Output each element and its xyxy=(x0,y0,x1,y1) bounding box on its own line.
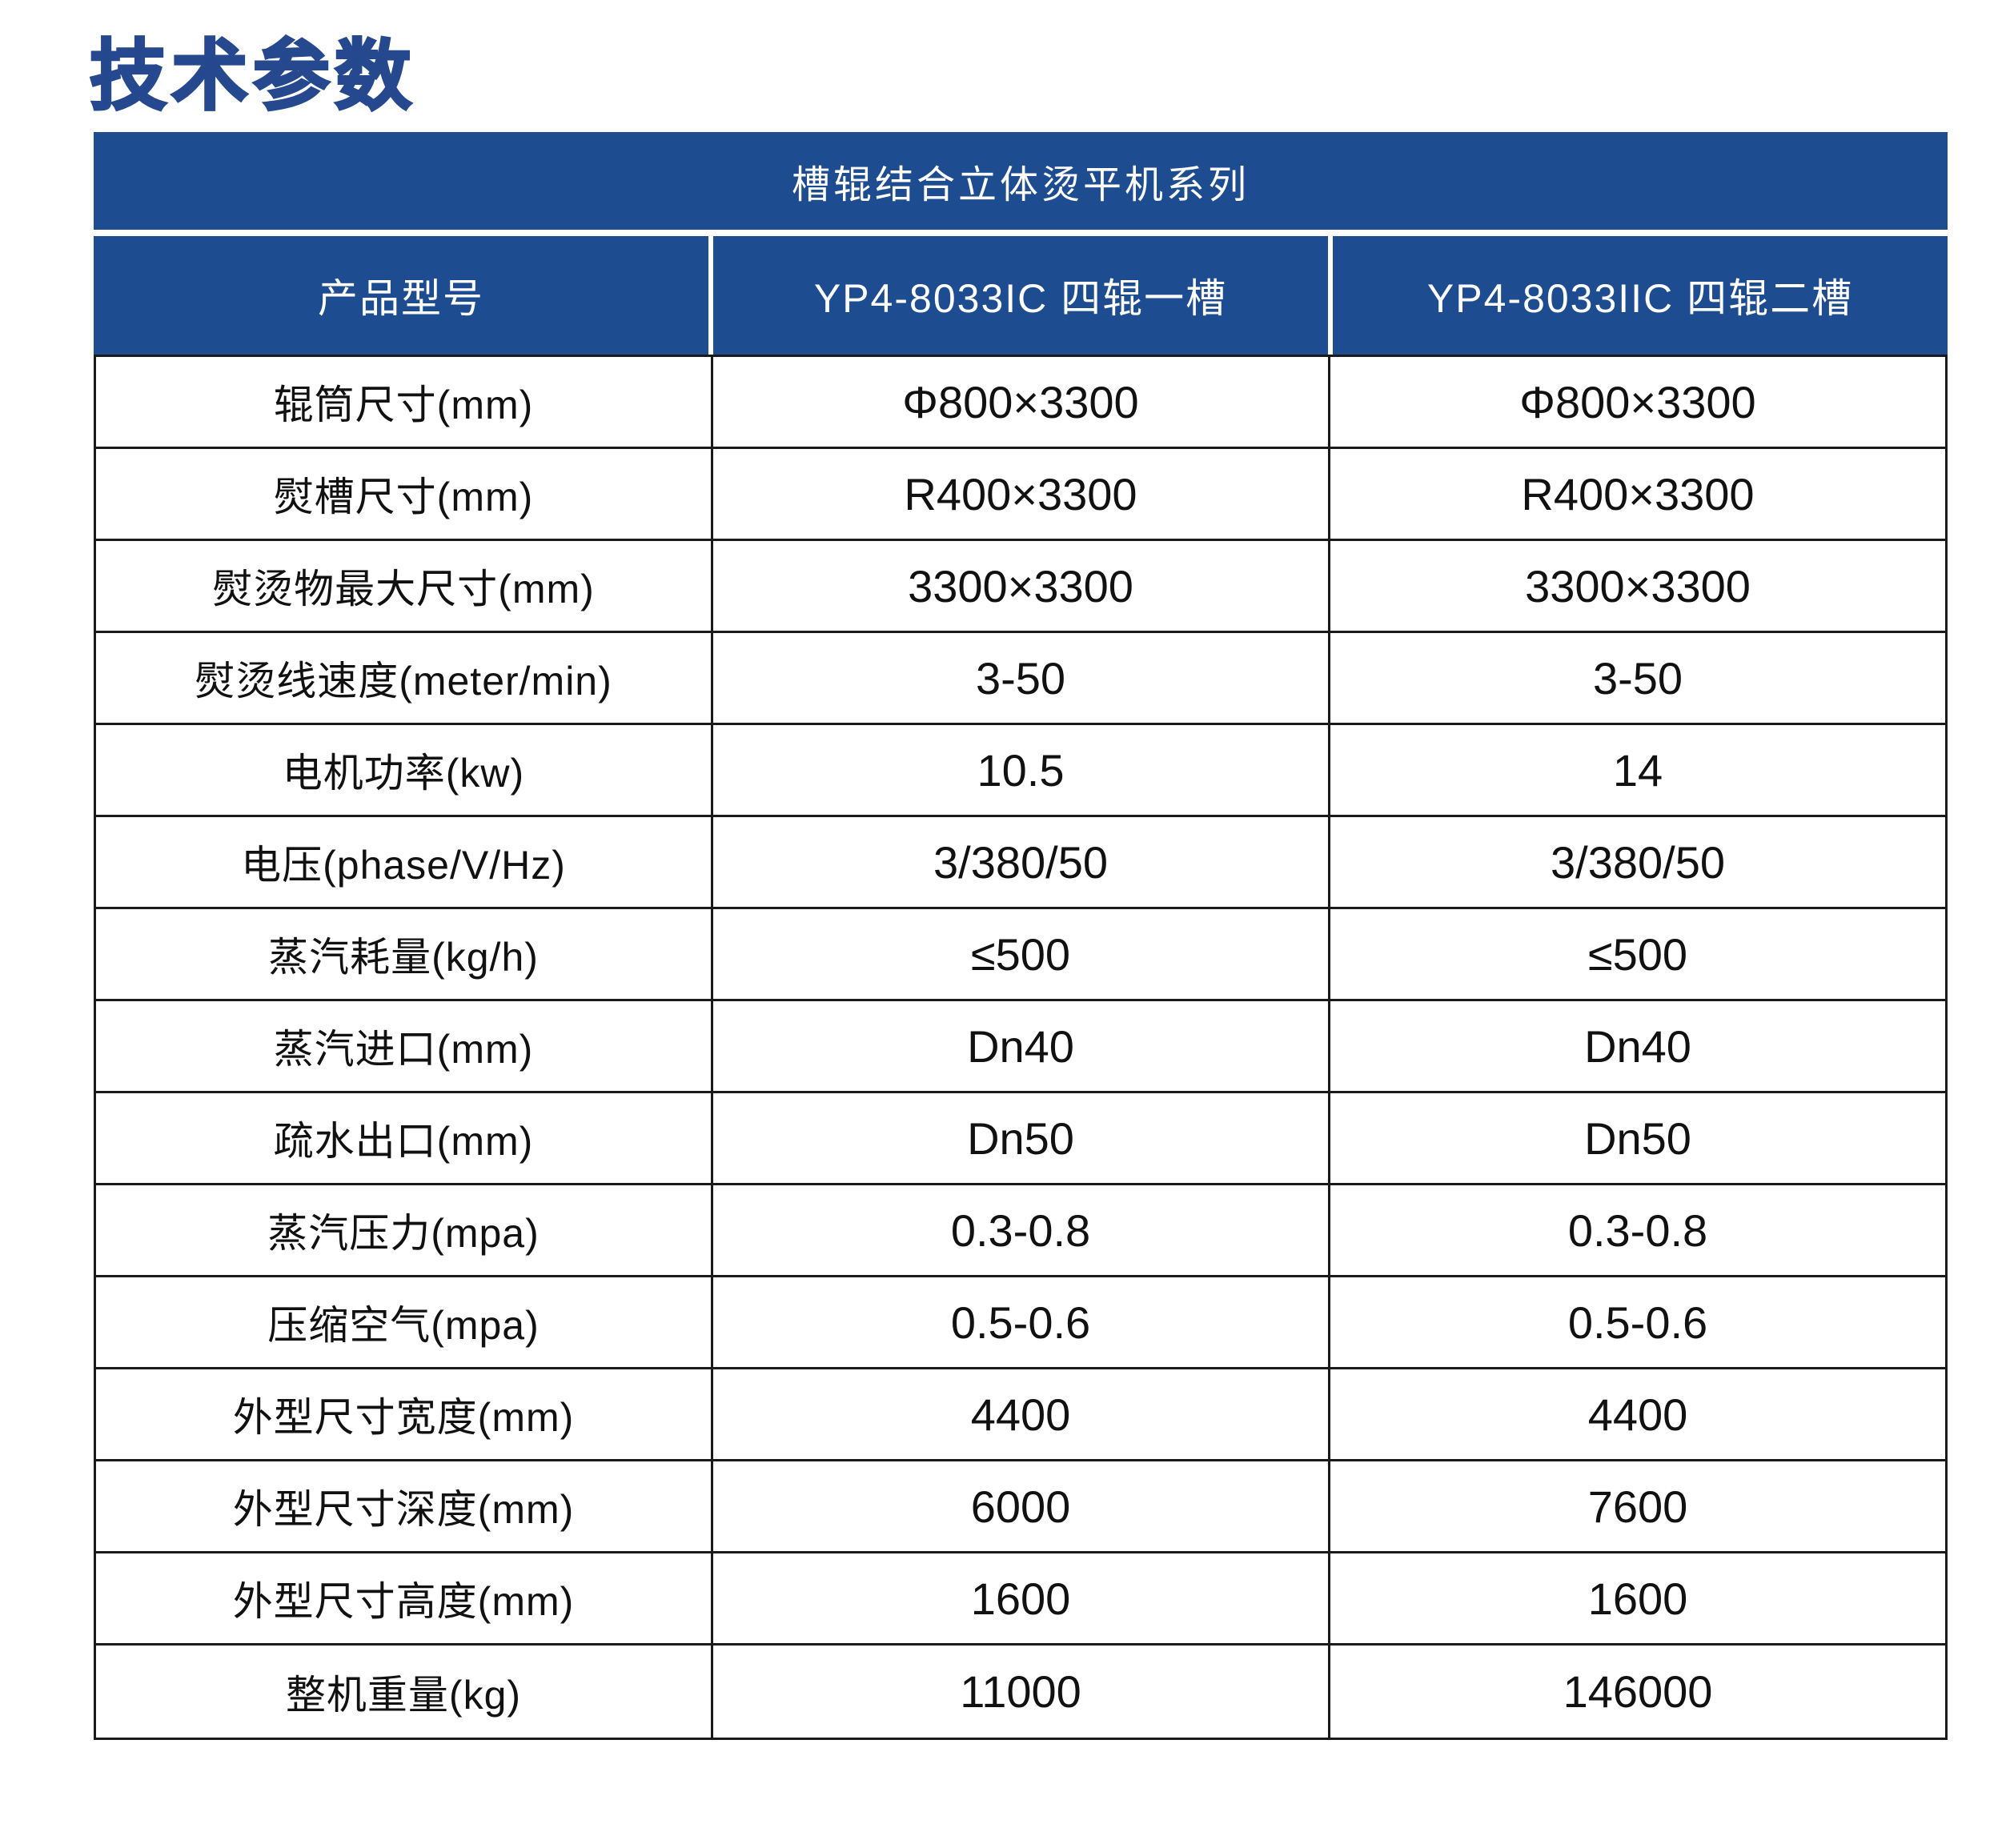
spec-value-model-2: R400×3300 xyxy=(1330,449,1945,539)
table-row: 外型尺寸宽度(mm) 4400 4400 xyxy=(96,1369,1945,1461)
table-row: 电压(phase/V/Hz) 3/380/50 3/380/50 xyxy=(96,817,1945,909)
table-row: 电机功率(kw) 10.5 14 xyxy=(96,725,1945,817)
spec-value-model-1: 0.5-0.6 xyxy=(713,1277,1330,1367)
spec-label: 蒸汽耗量(kg/h) xyxy=(96,909,713,999)
spec-label: 熨烫物最大尺寸(mm) xyxy=(96,541,713,631)
column-header-model-1: YP4-8033IC 四辊一槽 xyxy=(713,236,1328,355)
spec-value-model-2: 1600 xyxy=(1330,1553,1945,1643)
spec-label: 压缩空气(mpa) xyxy=(96,1277,713,1367)
spec-label: 熨烫线速度(meter/min) xyxy=(96,633,713,723)
spec-value-model-1: 0.3-0.8 xyxy=(713,1185,1330,1275)
spec-label: 外型尺寸深度(mm) xyxy=(96,1461,713,1551)
spec-label: 外型尺寸宽度(mm) xyxy=(96,1369,713,1459)
spec-value-model-2: Dn50 xyxy=(1330,1093,1945,1183)
table-body: 辊筒尺寸(mm) Φ800×3300 Φ800×3300 熨槽尺寸(mm) R4… xyxy=(94,355,1948,1740)
table-series-header: 槽辊结合立体烫平机系列 xyxy=(94,132,1948,230)
spec-label: 疏水出口(mm) xyxy=(96,1093,713,1183)
spec-value-model-2: 3-50 xyxy=(1330,633,1945,723)
spec-label: 辊筒尺寸(mm) xyxy=(96,357,713,447)
spec-value-model-2: 0.5-0.6 xyxy=(1330,1277,1945,1367)
spec-value-model-1: 3/380/50 xyxy=(713,817,1330,907)
table-series-title: 槽辊结合立体烫平机系列 xyxy=(791,164,1250,206)
spec-value-model-2: 3/380/50 xyxy=(1330,817,1945,907)
spec-value-model-1: 3300×3300 xyxy=(713,541,1330,631)
spec-label: 蒸汽进口(mm) xyxy=(96,1001,713,1091)
table-row: 辊筒尺寸(mm) Φ800×3300 Φ800×3300 xyxy=(96,357,1945,449)
spec-value-model-1: 1600 xyxy=(713,1553,1330,1643)
column-header-model-2: YP4-8033IIC 四辊二槽 xyxy=(1333,236,1948,355)
table-row: 外型尺寸高度(mm) 1600 1600 xyxy=(96,1553,1945,1646)
spec-label: 外型尺寸高度(mm) xyxy=(96,1553,713,1643)
spec-label: 电机功率(kw) xyxy=(96,725,713,815)
spec-value-model-2: Dn40 xyxy=(1330,1001,1945,1091)
spec-value-model-2: 3300×3300 xyxy=(1330,541,1945,631)
spec-value-model-2: 0.3-0.8 xyxy=(1330,1185,1945,1275)
spec-value-model-2: ≤500 xyxy=(1330,909,1945,999)
spec-value-model-1: Dn40 xyxy=(713,1001,1330,1091)
table-row: 压缩空气(mpa) 0.5-0.6 0.5-0.6 xyxy=(96,1277,1945,1369)
table-row: 蒸汽耗量(kg/h) ≤500 ≤500 xyxy=(96,909,1945,1001)
spec-value-model-2: 14 xyxy=(1330,725,1945,815)
header-divider xyxy=(94,230,1948,236)
table-row: 整机重量(kg) 11000 146000 xyxy=(96,1646,1945,1738)
spec-value-model-2: 146000 xyxy=(1330,1646,1945,1738)
spec-value-model-2: 7600 xyxy=(1330,1461,1945,1551)
table-row: 熨烫物最大尺寸(mm) 3300×3300 3300×3300 xyxy=(96,541,1945,633)
table-row: 熨烫线速度(meter/min) 3-50 3-50 xyxy=(96,633,1945,725)
spec-value-model-1: 4400 xyxy=(713,1369,1330,1459)
table-row: 蒸汽进口(mm) Dn40 Dn40 xyxy=(96,1001,1945,1093)
spec-value-model-2: Φ800×3300 xyxy=(1330,357,1945,447)
spec-value-model-1: 6000 xyxy=(713,1461,1330,1551)
spec-table: 槽辊结合立体烫平机系列 产品型号 YP4-8033IC 四辊一槽 YP4-803… xyxy=(94,132,1948,1740)
spec-label: 整机重量(kg) xyxy=(96,1646,713,1738)
spec-label: 熨槽尺寸(mm) xyxy=(96,449,713,539)
spec-label: 电压(phase/V/Hz) xyxy=(96,817,713,907)
table-row: 蒸汽压力(mpa) 0.3-0.8 0.3-0.8 xyxy=(96,1185,1945,1277)
column-header-product-model: 产品型号 xyxy=(94,236,708,355)
spec-value-model-2: 4400 xyxy=(1330,1369,1945,1459)
table-row: 外型尺寸深度(mm) 6000 7600 xyxy=(96,1461,1945,1553)
spec-value-model-1: 10.5 xyxy=(713,725,1330,815)
table-row: 熨槽尺寸(mm) R400×3300 R400×3300 xyxy=(96,449,1945,541)
column-header-row: 产品型号 YP4-8033IC 四辊一槽 YP4-8033IIC 四辊二槽 xyxy=(94,236,1948,355)
spec-value-model-1: ≤500 xyxy=(713,909,1330,999)
spec-label: 蒸汽压力(mpa) xyxy=(96,1185,713,1275)
page-title: 技术参数 xyxy=(89,34,416,119)
spec-value-model-1: R400×3300 xyxy=(713,449,1330,539)
spec-value-model-1: Φ800×3300 xyxy=(713,357,1330,447)
spec-value-model-1: Dn50 xyxy=(713,1093,1330,1183)
table-row: 疏水出口(mm) Dn50 Dn50 xyxy=(96,1093,1945,1185)
spec-value-model-1: 11000 xyxy=(713,1646,1330,1738)
spec-value-model-1: 3-50 xyxy=(713,633,1330,723)
